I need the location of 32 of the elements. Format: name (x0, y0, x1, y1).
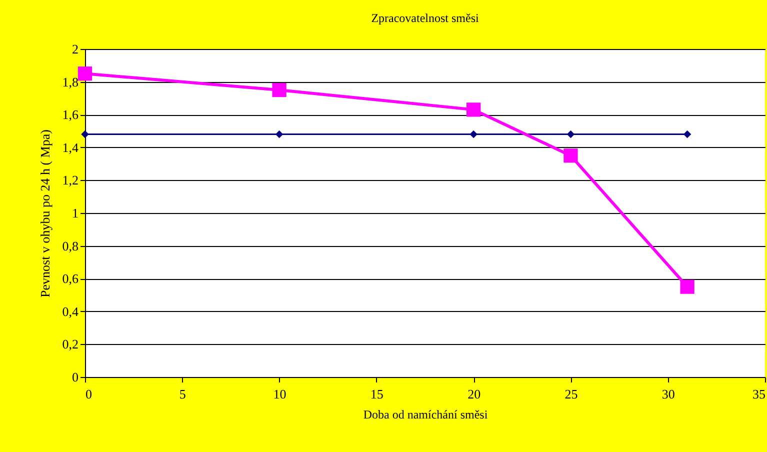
y-tick-label: 0,6 (62, 271, 79, 286)
point (566, 130, 575, 138)
x-tick-label: 5 (179, 386, 186, 402)
y-tick-label: 1,6 (62, 107, 79, 122)
point (275, 130, 284, 138)
y-tick-label: 1 (72, 206, 78, 220)
x-tick-label: 10 (273, 386, 286, 402)
y-tick-label: 0,2 (62, 336, 78, 352)
point (470, 130, 478, 138)
y-tick-label: 1,2 (62, 172, 78, 188)
y-tick-label: 2 (72, 42, 78, 56)
point (683, 130, 692, 138)
point (78, 66, 92, 81)
y-tick-label: 0,4 (62, 304, 79, 319)
x-tick-label: 0 (86, 386, 92, 402)
y-tick-label: 0,8 (62, 238, 78, 254)
x-tick-label: 35 (752, 386, 766, 402)
point (81, 130, 89, 138)
y-tick-label: 1,4 (62, 140, 79, 155)
x-tick-label: 15 (370, 386, 384, 402)
point (564, 148, 578, 163)
chart-title: Zpracovatelnost směsi (371, 11, 480, 25)
point (466, 102, 481, 117)
x-tick-label: 20 (468, 386, 481, 402)
x-axis-title: Doba od namíchání směsi (363, 408, 488, 422)
x-tick-label: 25 (564, 386, 578, 402)
y-tick-label: 1,8 (62, 74, 78, 90)
x-tick-label: 30 (662, 386, 675, 402)
y-axis-title: Pevnost v ohybu po 24 h ( Mpa) (37, 130, 52, 298)
point (680, 280, 694, 294)
point (272, 82, 286, 98)
y-tick-label: 0 (72, 370, 78, 384)
